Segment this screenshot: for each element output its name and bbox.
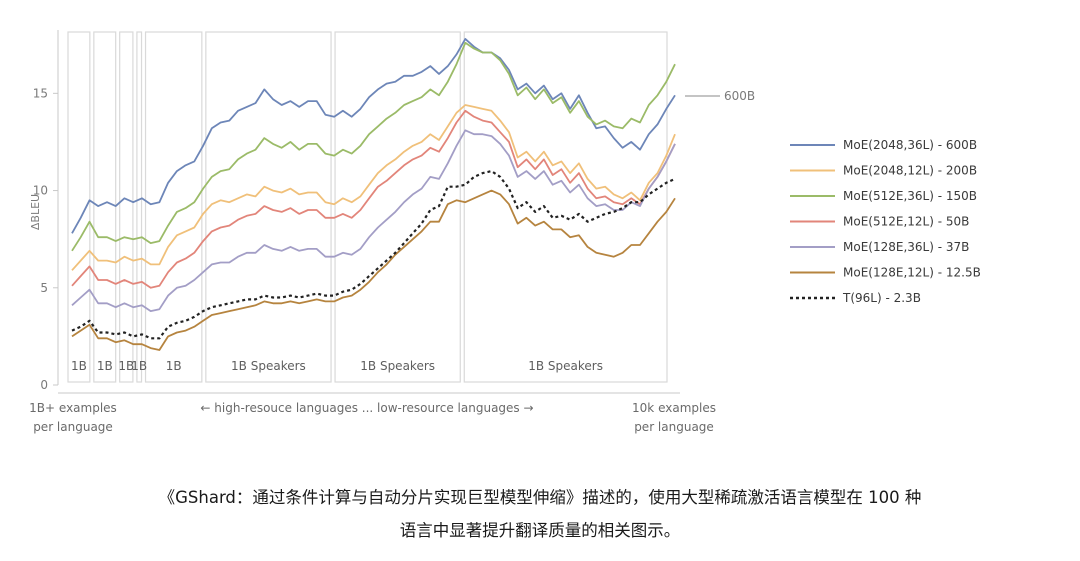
language-group-box <box>463 31 668 383</box>
region-label-bg <box>348 356 447 373</box>
caption-line-1: 《GShard：通过条件计算与自动分片实现巨型模型伸缩》描述的，使用大型稀疏激活… <box>158 488 922 507</box>
region-label-bg <box>95 356 114 373</box>
x-right-label-2: per language <box>634 420 714 434</box>
y-tick-label: 15 <box>33 86 48 100</box>
series-line <box>71 109 676 289</box>
x-left-label-1: 1B+ examples <box>29 401 117 415</box>
region-label: 1B Speakers <box>528 359 603 373</box>
y-tick-label: 10 <box>33 184 48 198</box>
region-label: 1B <box>97 359 113 373</box>
legend: MoE(2048,36L) - 600B MoE(2048,12L) - 200B… <box>790 138 981 305</box>
language-group-box <box>144 31 203 383</box>
x-middle-label: ← high-resouce languages ... low-resourc… <box>200 401 533 415</box>
region-label-bg <box>121 356 131 373</box>
legend-label: MoE(2048,12L) - 200B <box>843 164 977 178</box>
region-label: 1B <box>166 359 182 373</box>
legend-label: MoE(512E,36L) - 150B <box>843 189 977 203</box>
region-label-bg <box>516 356 615 373</box>
series-lines <box>71 38 676 351</box>
series-line <box>71 170 676 340</box>
series-line <box>71 41 676 252</box>
region-label: 1B <box>118 359 134 373</box>
y-tick-label: 0 <box>40 378 48 392</box>
region-label: 1B Speakers <box>360 359 435 373</box>
region-label-bg <box>70 356 88 373</box>
series-line <box>71 38 676 234</box>
language-group-box <box>119 31 134 383</box>
legend-label: MoE(2048,36L) - 600B <box>843 138 977 152</box>
y-axis-label: ΔBLEU <box>29 194 42 230</box>
region-label: 1B <box>71 359 87 373</box>
x-left-label-2: per language <box>33 420 113 434</box>
language-group-box <box>334 31 461 383</box>
region-label-bg <box>219 356 318 373</box>
region-label: 1B Speakers <box>231 359 306 373</box>
language-group-box <box>93 31 117 383</box>
language-group-box <box>205 31 332 383</box>
y-tick-label: 5 <box>40 281 48 295</box>
series-line <box>71 129 676 312</box>
legend-label: MoE(128E,12L) - 12.5B <box>843 266 981 280</box>
callout-label: 600B <box>724 89 755 103</box>
language-group-boxes <box>67 31 668 383</box>
series-line <box>71 189 676 351</box>
language-group-box <box>67 31 91 383</box>
series-line <box>71 104 676 271</box>
caption-line-2: 语言中显著提升翻译质量的相关图示。 <box>399 521 681 540</box>
legend-label: MoE(128E,36L) - 37B <box>843 240 969 254</box>
region-label-bg <box>160 356 187 373</box>
language-group-box <box>136 31 143 383</box>
region-label: 1B <box>131 359 147 373</box>
x-right-label-1: 10k examples <box>632 401 716 415</box>
y-axis: 0 5 10 15 <box>33 30 680 394</box>
region-label-bg <box>138 356 140 373</box>
legend-label: MoE(512E,12L) - 50B <box>843 215 969 229</box>
legend-label: T(96L) - 2.3B <box>842 291 921 305</box>
